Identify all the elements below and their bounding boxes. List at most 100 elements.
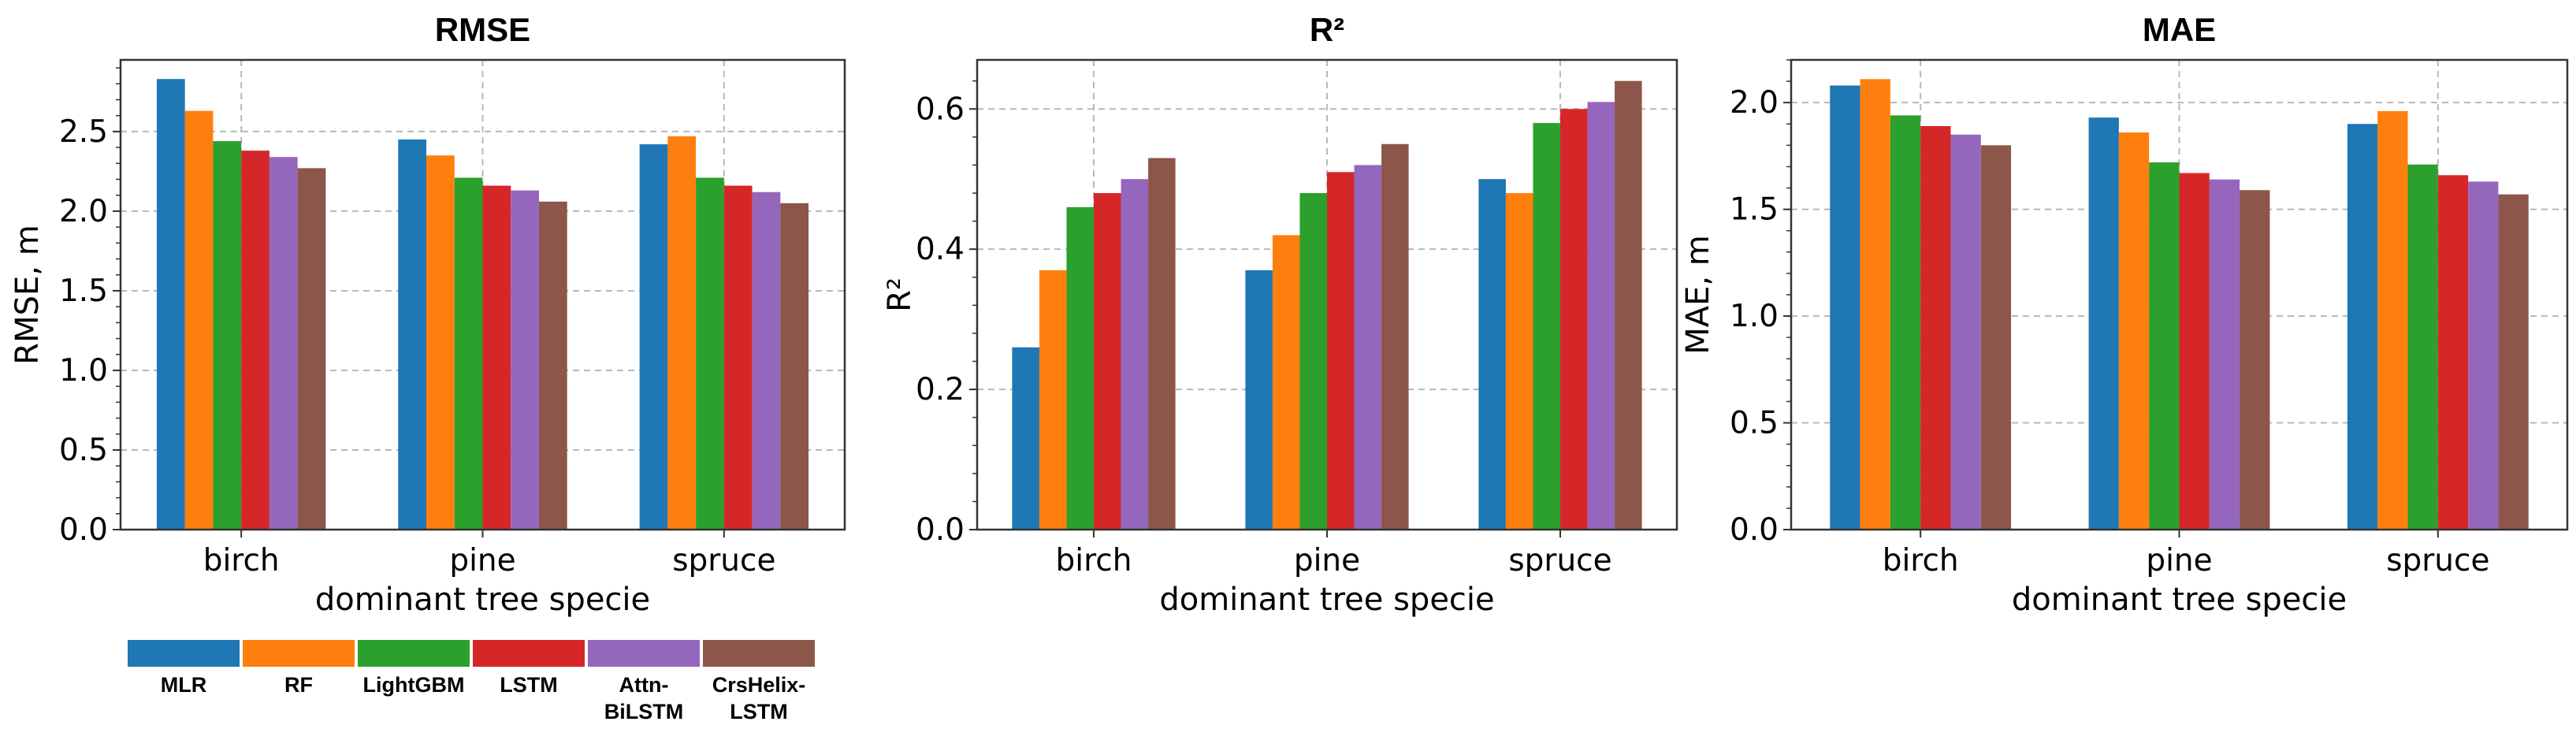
y-tick-label: 0.0: [916, 512, 965, 548]
y-tick-label: 1.5: [1730, 192, 1779, 228]
bar-crshelix-lstm-spruce: [2498, 194, 2529, 530]
x-tick-label-spruce: spruce: [2386, 543, 2489, 578]
bar-mlr-pine: [398, 139, 427, 530]
bar-rf-spruce: [1505, 193, 1533, 530]
legend-item-mlr: MLR: [128, 640, 240, 697]
bar-attn-bilstm-spruce: [2468, 181, 2499, 530]
legend-label: Attn-: [619, 673, 669, 697]
legend-label: BiLSTM: [604, 700, 684, 723]
bar-rf-pine: [2118, 132, 2150, 530]
y-tick-label: 2.5: [59, 114, 108, 150]
legend-item-attn-bilstm: Attn- BiLSTM: [588, 640, 700, 723]
bar-lstm-birch: [241, 151, 269, 530]
y-tick-label: 0.0: [1730, 512, 1779, 548]
y-axis-label: RMSE, m: [9, 225, 46, 364]
y-tick-label: 1.0: [59, 353, 108, 389]
x-axis-label: dominant tree specie: [315, 582, 650, 618]
legend-item-rf: RF: [243, 640, 355, 697]
bar-crshelix-lstm-spruce: [780, 203, 809, 530]
bar-mlr-birch: [156, 79, 185, 530]
legend-label: LightGBM: [363, 673, 465, 697]
bar-attn-bilstm-birch: [1121, 179, 1149, 530]
bar-lstm-pine: [2179, 173, 2210, 530]
bar-lightgbm-spruce: [696, 177, 724, 530]
legend-swatch: [473, 640, 585, 667]
x-tick-label-pine: pine: [2146, 543, 2212, 578]
chart-title: RMSE: [435, 11, 530, 48]
bar-lstm-pine: [1327, 172, 1355, 530]
y-tick-label: 2.0: [59, 194, 108, 229]
bar-attn-bilstm-pine: [1354, 165, 1382, 530]
bar-mlr-birch: [1830, 85, 1860, 530]
bar-lightgbm-birch: [1890, 115, 1921, 530]
y-tick-label: 0.2: [916, 372, 965, 407]
bar-mlr-spruce: [639, 144, 668, 530]
legend-label: RF: [284, 673, 313, 697]
bar-attn-bilstm-spruce: [752, 192, 781, 530]
bar-crshelix-lstm-spruce: [1615, 80, 1642, 530]
bar-lstm-pine: [482, 185, 511, 530]
y-tick-label: 0.5: [1730, 406, 1779, 441]
bar-lightgbm-spruce: [1533, 123, 1560, 530]
bar-attn-bilstm-spruce: [1587, 102, 1615, 530]
y-tick-label: 0.6: [916, 91, 965, 127]
bar-rf-spruce: [667, 136, 697, 530]
legend-swatch: [703, 640, 815, 667]
chart-title: R²: [1310, 11, 1344, 48]
x-tick-label-birch: birch: [1056, 543, 1132, 578]
x-axis-label: dominant tree specie: [1159, 582, 1494, 618]
bar-lightgbm-pine: [2149, 162, 2180, 530]
bar-lightgbm-birch: [1066, 206, 1094, 530]
bar-lightgbm-pine: [1299, 193, 1327, 530]
bar-crshelix-lstm-birch: [1148, 158, 1176, 530]
chart-panel-1: 0.0 0.2 0.4 0.6 birch pine spruce R² dominant tr…: [882, 11, 1678, 618]
y-tick-label: 0.5: [59, 433, 108, 468]
bar-rf-pine: [426, 155, 455, 530]
bar-mlr-pine: [2088, 117, 2119, 530]
x-axis-label: dominant tree specie: [2012, 582, 2347, 618]
chart-panel-2: 0.0 0.5 1.0 1.5 2.0 birch pine spruce MAE dominan…: [1680, 11, 2569, 618]
legend-swatch: [243, 640, 355, 667]
x-tick-label-spruce: spruce: [1508, 543, 1611, 578]
bar-crshelix-lstm-pine: [1381, 143, 1409, 530]
legend-swatch: [128, 640, 240, 667]
bar-mlr-spruce: [1478, 179, 1506, 530]
legend-item-lightgbm: LightGBM: [358, 640, 470, 697]
bar-lightgbm-birch: [213, 141, 242, 530]
bar-lstm-birch: [1094, 193, 1121, 530]
x-tick-label-pine: pine: [449, 543, 515, 578]
bar-lightgbm-pine: [454, 177, 483, 530]
bar-crshelix-lstm-pine: [538, 201, 567, 530]
bar-lstm-birch: [1920, 125, 1951, 530]
bar-crshelix-lstm-birch: [1980, 145, 2012, 530]
legend-label: LSTM: [730, 700, 788, 723]
legend-label: MLR: [161, 673, 206, 697]
bar-rf-birch: [184, 110, 214, 530]
x-tick-label-pine: pine: [1294, 543, 1360, 578]
legend-label: CrsHelix-: [712, 673, 806, 697]
legend-swatch: [358, 640, 470, 667]
y-tick-label: 1.5: [59, 273, 108, 309]
bar-lstm-spruce: [1560, 109, 1588, 530]
bar-lstm-spruce: [723, 185, 753, 530]
y-tick-label: 2.0: [1730, 85, 1779, 121]
bar-rf-birch: [1860, 79, 1890, 530]
y-tick-label: 0.4: [916, 232, 965, 267]
bar-attn-bilstm-pine: [2209, 179, 2240, 530]
chart-title: MAE: [2143, 11, 2216, 48]
chart-panel-0: 0.0 0.5 1.0 1.5 2.0 2.5 birch pine spruce RMSE dom…: [9, 11, 846, 618]
bar-lightgbm-spruce: [2407, 164, 2438, 530]
bar-mlr-birch: [1012, 347, 1039, 530]
x-tick-label-birch: birch: [1883, 543, 1959, 578]
bar-rf-spruce: [2377, 111, 2408, 530]
x-tick-label-birch: birch: [203, 543, 280, 578]
y-tick-label: 0.0: [59, 512, 108, 548]
bar-rf-birch: [1039, 270, 1067, 530]
bar-attn-bilstm-birch: [269, 157, 298, 530]
bar-attn-bilstm-pine: [511, 190, 539, 530]
x-tick-label-spruce: spruce: [672, 543, 775, 578]
charts-area: 0.0 0.5 1.0 1.5 2.0 2.5 birch pine spruce RMSE dom…: [9, 11, 2569, 618]
bar-mlr-pine: [1245, 270, 1273, 530]
bar-lstm-spruce: [2437, 175, 2469, 530]
